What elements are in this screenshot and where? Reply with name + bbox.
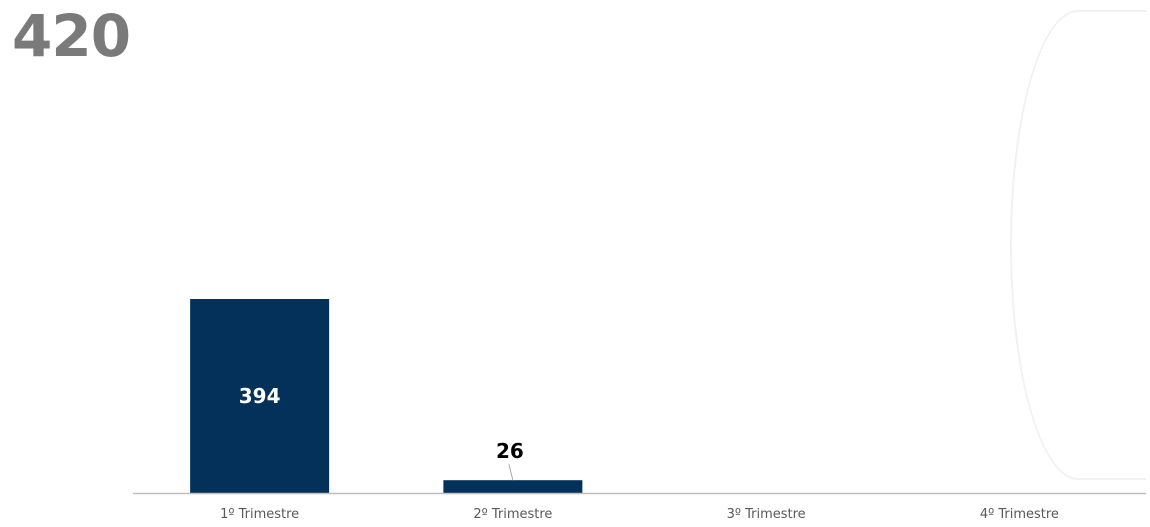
- bar: [190, 299, 330, 493]
- x-tick-label: 1º Trimestre: [220, 507, 299, 522]
- watermark-seal: [1010, 10, 1146, 480]
- x-tick-label: 3º Trimestre: [727, 507, 806, 522]
- leader-line: [508, 464, 514, 481]
- x-tick-label: 2º Trimestre: [473, 507, 552, 522]
- data-label: 26: [496, 439, 524, 463]
- x-tick-label: 4º Trimestre: [980, 507, 1059, 522]
- bar: [443, 480, 583, 493]
- data-label: 394: [239, 384, 281, 408]
- total-value: 420: [12, 2, 131, 70]
